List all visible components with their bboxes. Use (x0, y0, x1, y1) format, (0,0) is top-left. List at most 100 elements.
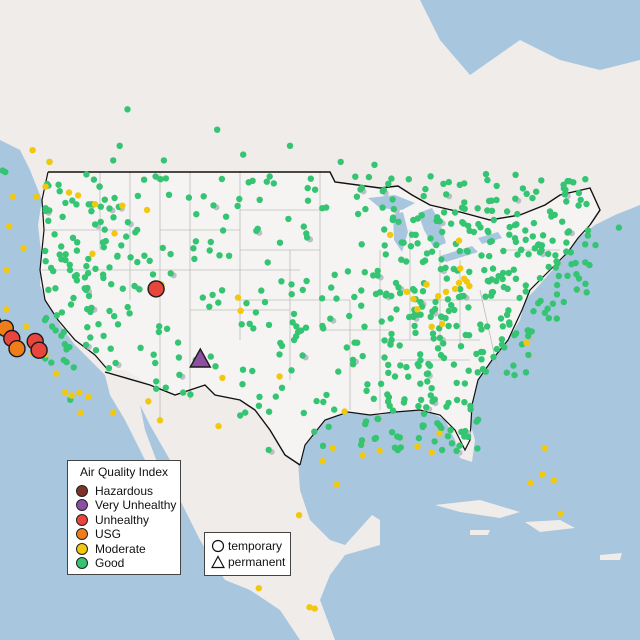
good-monitor[interactable] (567, 249, 574, 256)
good-monitor[interactable] (358, 241, 365, 248)
moderate-monitor[interactable] (77, 409, 84, 417)
good-monitor[interactable] (132, 229, 139, 236)
good-monitor[interactable] (432, 298, 439, 306)
good-monitor[interactable] (397, 362, 404, 369)
good-monitor[interactable] (48, 359, 55, 366)
good-monitor[interactable] (456, 247, 463, 255)
good-monitor[interactable] (400, 399, 408, 406)
good-monitor[interactable] (395, 284, 402, 291)
good-monitor[interactable] (461, 205, 468, 212)
good-monitor[interactable] (395, 218, 402, 225)
good-monitor[interactable] (353, 193, 361, 200)
good-monitor[interactable] (482, 170, 490, 178)
good-monitor[interactable] (510, 266, 517, 273)
good-monitor[interactable] (55, 181, 62, 188)
good-monitor[interactable] (477, 224, 484, 231)
good-monitor[interactable] (243, 300, 250, 307)
good-monitor[interactable] (474, 369, 481, 376)
good-monitor[interactable] (374, 267, 381, 275)
good-monitor[interactable] (263, 178, 270, 185)
moderate-monitor[interactable] (311, 605, 318, 612)
good-monitor[interactable] (237, 412, 244, 419)
usg-temporary-monitor[interactable] (8, 340, 26, 358)
good-monitor[interactable] (584, 227, 592, 234)
good-monitor[interactable] (216, 252, 223, 259)
moderate-monitor[interactable] (110, 409, 117, 417)
moderate-monitor[interactable] (89, 250, 96, 257)
good-monitor[interactable] (140, 176, 148, 183)
good-monitor[interactable] (409, 285, 417, 293)
good-monitor[interactable] (554, 259, 561, 267)
good-monitor[interactable] (264, 259, 271, 266)
good-monitor[interactable] (403, 258, 410, 265)
good-monitor[interactable] (377, 380, 385, 387)
good-monitor[interactable] (389, 407, 397, 414)
good-monitor[interactable] (522, 369, 530, 376)
good-monitor[interactable] (456, 442, 463, 449)
good-monitor[interactable] (256, 393, 263, 400)
good-monitor[interactable] (503, 311, 511, 318)
good-monitor[interactable] (461, 199, 468, 206)
good-monitor[interactable] (463, 247, 471, 255)
good-monitor[interactable] (290, 310, 298, 318)
good-monitor[interactable] (573, 286, 580, 293)
good-monitor[interactable] (66, 261, 74, 268)
good-monitor[interactable] (506, 223, 513, 231)
good-monitor[interactable] (465, 304, 472, 311)
good-monitor[interactable] (218, 287, 226, 294)
good-monitor[interactable] (479, 348, 487, 356)
good-monitor[interactable] (417, 380, 424, 387)
good-monitor[interactable] (445, 178, 452, 186)
good-monitor[interactable] (514, 251, 521, 258)
good-monitor[interactable] (504, 285, 511, 292)
good-monitor[interactable] (351, 339, 358, 346)
good-monitor[interactable] (258, 287, 265, 294)
good-monitor[interactable] (394, 433, 401, 440)
good-monitor[interactable] (549, 237, 556, 244)
good-monitor[interactable] (219, 227, 227, 234)
good-monitor[interactable] (391, 373, 399, 380)
good-monitor[interactable] (289, 319, 296, 326)
good-monitor[interactable] (564, 272, 571, 279)
good-monitor[interactable] (499, 275, 506, 283)
good-monitor[interactable] (545, 263, 552, 271)
good-monitor[interactable] (362, 205, 369, 213)
good-monitor[interactable] (62, 251, 69, 258)
good-monitor[interactable] (484, 277, 491, 285)
good-monitor[interactable] (91, 221, 99, 228)
good-monitor[interactable] (528, 328, 535, 335)
good-monitor[interactable] (431, 438, 438, 445)
good-monitor[interactable] (561, 191, 568, 198)
moderate-monitor[interactable] (428, 323, 435, 330)
good-monitor[interactable] (414, 240, 421, 247)
good-monitor[interactable] (95, 321, 102, 328)
good-monitor[interactable] (53, 312, 60, 319)
moderate-monitor[interactable] (9, 193, 17, 201)
good-monitor[interactable] (555, 272, 562, 280)
good-monitor[interactable] (553, 281, 561, 289)
good-monitor[interactable] (66, 266, 74, 274)
good-monitor[interactable] (584, 232, 592, 239)
good-monitor[interactable] (485, 197, 493, 205)
good-monitor[interactable] (191, 255, 198, 263)
good-monitor[interactable] (545, 250, 552, 258)
good-monitor[interactable] (141, 252, 148, 259)
good-monitor[interactable] (505, 269, 512, 277)
good-monitor[interactable] (206, 247, 213, 254)
moderate-monitor[interactable] (557, 510, 564, 517)
moderate-monitor[interactable] (539, 471, 546, 478)
good-monitor[interactable] (137, 344, 144, 351)
good-monitor[interactable] (393, 306, 400, 313)
good-monitor[interactable] (563, 239, 570, 246)
good-monitor[interactable] (518, 246, 525, 253)
good-monitor[interactable] (106, 205, 113, 212)
good-monitor[interactable] (536, 249, 544, 256)
good-monitor[interactable] (424, 378, 431, 385)
good-monitor[interactable] (553, 315, 560, 322)
good-monitor[interactable] (451, 209, 459, 216)
good-monitor[interactable] (484, 323, 491, 330)
good-monitor[interactable] (153, 385, 160, 392)
good-monitor[interactable] (278, 384, 286, 391)
good-monitor[interactable] (58, 243, 65, 250)
good-monitor[interactable] (83, 171, 90, 178)
